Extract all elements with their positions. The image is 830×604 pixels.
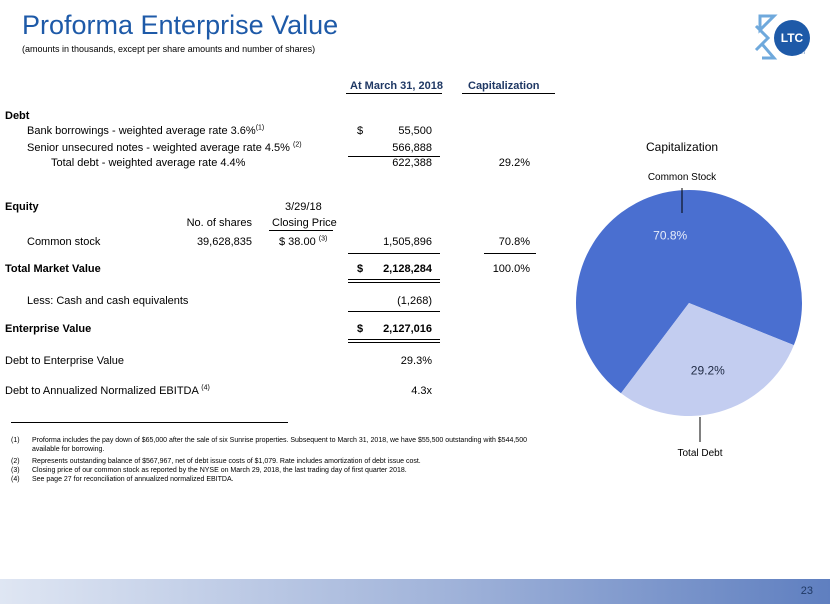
footer-bar: [0, 579, 830, 604]
total-market-dollar: $: [357, 263, 364, 275]
less-cash-value: (1,268): [397, 295, 432, 307]
pie-slice-common-stock: [575, 190, 802, 394]
total-debt-cap: 29.2%: [498, 157, 530, 169]
bank-borrowings-value: 55,500: [398, 125, 432, 137]
capitalization-pie-chart: 70.8% 29.2% Common Stock Total Debt: [575, 172, 802, 459]
senior-notes-value: 566,888: [392, 142, 432, 154]
logo-text: LTC: [781, 31, 804, 45]
page-subtitle: (amounts in thousands, except per share …: [22, 44, 316, 54]
enterprise-value: 2,127,016: [383, 323, 432, 335]
total-market-value: 2,128,284: [383, 263, 432, 275]
common-stock-label: Common stock: [27, 236, 101, 248]
common-stock-cap: 70.8%: [498, 236, 530, 248]
pie-category-label-common-stock: Common Stock: [648, 172, 717, 183]
page-number: 23: [800, 585, 813, 597]
page-title: Proforma Enterprise Value: [22, 10, 339, 40]
bank-borrowings-label: Bank borrowings - weighted average rate …: [27, 124, 265, 137]
footnote-2: (2) Represents outstanding balance of $56…: [11, 458, 421, 465]
bank-dollar-sign: $: [357, 125, 364, 137]
total-market-cap: 100.0%: [492, 263, 530, 275]
debt-to-ev-value: 29.3%: [400, 355, 432, 367]
col-header-capitalization: Capitalization: [468, 80, 540, 92]
footnote-1: (1) Proforma includes the pay down of $65…: [11, 437, 527, 453]
shares-header: No. of shares: [186, 217, 252, 229]
chart-title: Capitalization: [646, 140, 719, 154]
equity-heading: Equity: [5, 201, 39, 213]
debt-to-ev-label: Debt to Enterprise Value: [5, 355, 125, 367]
total-market-label: Total Market Value: [5, 263, 101, 275]
debt-to-ebitda-value: 4.3x: [411, 385, 432, 397]
debt-heading: Debt: [5, 110, 30, 122]
pie-data-label-common-stock: 70.8%: [653, 229, 687, 243]
closing-date-label: 3/29/18: [285, 201, 322, 213]
pie-slice-total-debt: [620, 303, 794, 417]
price-header: Closing Price: [272, 217, 337, 229]
enterprise-dollar: $: [357, 323, 364, 335]
total-debt-label: Total debt - weighted average rate 4.4%: [51, 157, 246, 169]
ltc-logo: LTC REIT: [754, 12, 814, 62]
senior-notes-label: Senior unsecured notes - weighted averag…: [27, 141, 302, 154]
footnote-3: (3) Closing price of our common stock as …: [11, 467, 407, 474]
pie-data-label-total-debt: 29.2%: [691, 364, 725, 378]
enterprise-value-label: Enterprise Value: [5, 323, 92, 335]
total-debt-value: 622,388: [392, 157, 432, 169]
price-value: $ 38.00 (3): [279, 235, 328, 248]
footnote-4: (4) See page 27 for reconciliation of ann…: [11, 476, 234, 483]
debt-to-ebitda-label: Debt to Annualized Normalized EBITDA (4): [5, 384, 210, 397]
common-stock-value: 1,505,896: [383, 236, 432, 248]
pie-category-label-total-debt: Total Debt: [677, 448, 722, 459]
less-cash-label: Less: Cash and cash equivalents: [27, 295, 189, 307]
shares-value: 39,628,835: [196, 236, 252, 248]
col-header-date: At March 31, 2018: [350, 80, 443, 92]
logo-subtext: REIT: [794, 50, 805, 56]
